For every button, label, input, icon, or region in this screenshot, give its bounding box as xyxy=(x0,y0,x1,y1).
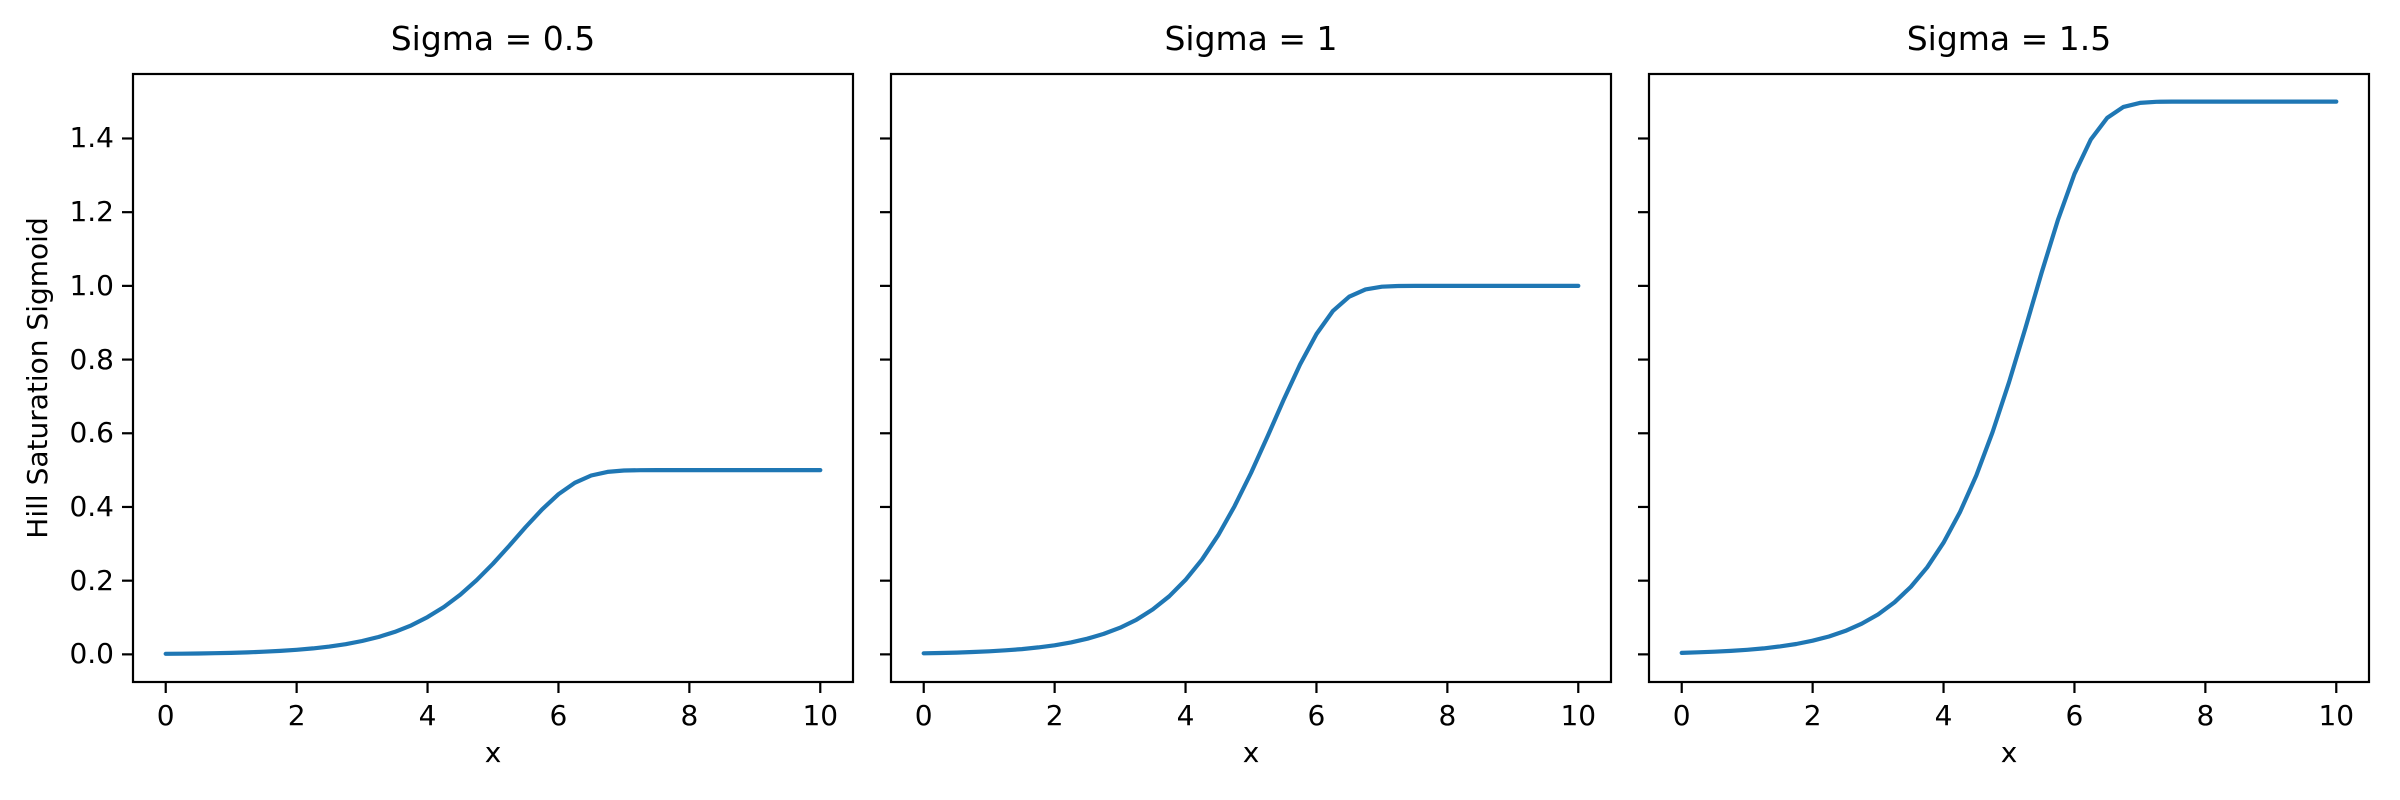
subplot-2-title: Sigma = 1 xyxy=(1164,19,1338,58)
y-tick-label-0.8: 0.8 xyxy=(69,342,114,376)
subplot-1 xyxy=(122,72,855,693)
x-tick-label-4-subplot-1: 4 xyxy=(418,699,437,732)
x-tick-label-8-subplot-2: 8 xyxy=(1438,699,1457,732)
x-tick-label-8-subplot-1: 8 xyxy=(680,699,699,732)
curve-sigma-1 xyxy=(921,283,1581,656)
x-tick-label-6-subplot-2: 6 xyxy=(1307,699,1326,732)
x-tick-label-2-subplot-2: 2 xyxy=(1045,699,1064,732)
y-tick-label-0.4: 0.4 xyxy=(69,489,114,523)
x-tick-label-10-subplot-3: 10 xyxy=(2318,699,2355,732)
x-tick-label-6-subplot-1: 6 xyxy=(549,699,568,732)
x-tick-label-0-subplot-3: 0 xyxy=(1672,699,1691,732)
subplot-1-title: Sigma = 0.5 xyxy=(390,19,596,58)
y-tick-label-1.2: 1.2 xyxy=(69,195,114,229)
x-tick-label-4-subplot-3: 4 xyxy=(1934,699,1953,732)
y-tick-label-0.2: 0.2 xyxy=(69,563,114,597)
y-axis-label: Hill Saturation Sigmoid xyxy=(21,217,54,539)
x-tick-label-2-subplot-3: 2 xyxy=(1803,699,1822,732)
x-tick-label-8-subplot-3: 8 xyxy=(2196,699,2215,732)
subplot-3 xyxy=(1638,72,2371,693)
curve-sigma-0.5 xyxy=(163,468,823,656)
x-tick-label-10-subplot-2: 10 xyxy=(1560,699,1597,732)
x-tick-label-2-subplot-1: 2 xyxy=(287,699,306,732)
subplot-2 xyxy=(880,72,1613,693)
x-axis-label-subplot-3: x xyxy=(2000,736,2018,769)
x-tick-label-4-subplot-2: 4 xyxy=(1176,699,1195,732)
x-tick-label-10-subplot-1: 10 xyxy=(802,699,839,732)
curve-sigma-1.5 xyxy=(1679,99,2339,656)
y-tick-label-0.6: 0.6 xyxy=(69,416,114,450)
x-tick-label-0-subplot-2: 0 xyxy=(914,699,933,732)
y-tick-label-1.4: 1.4 xyxy=(69,121,114,155)
axes-frame xyxy=(1647,72,2371,684)
y-tick-label-0.0: 0.0 xyxy=(69,637,114,671)
x-tick-label-0-subplot-1: 0 xyxy=(156,699,175,732)
x-tick-label-6-subplot-3: 6 xyxy=(2065,699,2084,732)
y-tick-label-1.0: 1.0 xyxy=(69,268,114,302)
axes-frame xyxy=(889,72,1613,684)
x-axis-label-subplot-1: x xyxy=(484,736,502,769)
x-axis-label-subplot-2: x xyxy=(1242,736,1260,769)
axes-frame xyxy=(131,72,855,684)
subplot-3-title: Sigma = 1.5 xyxy=(1906,19,2112,58)
